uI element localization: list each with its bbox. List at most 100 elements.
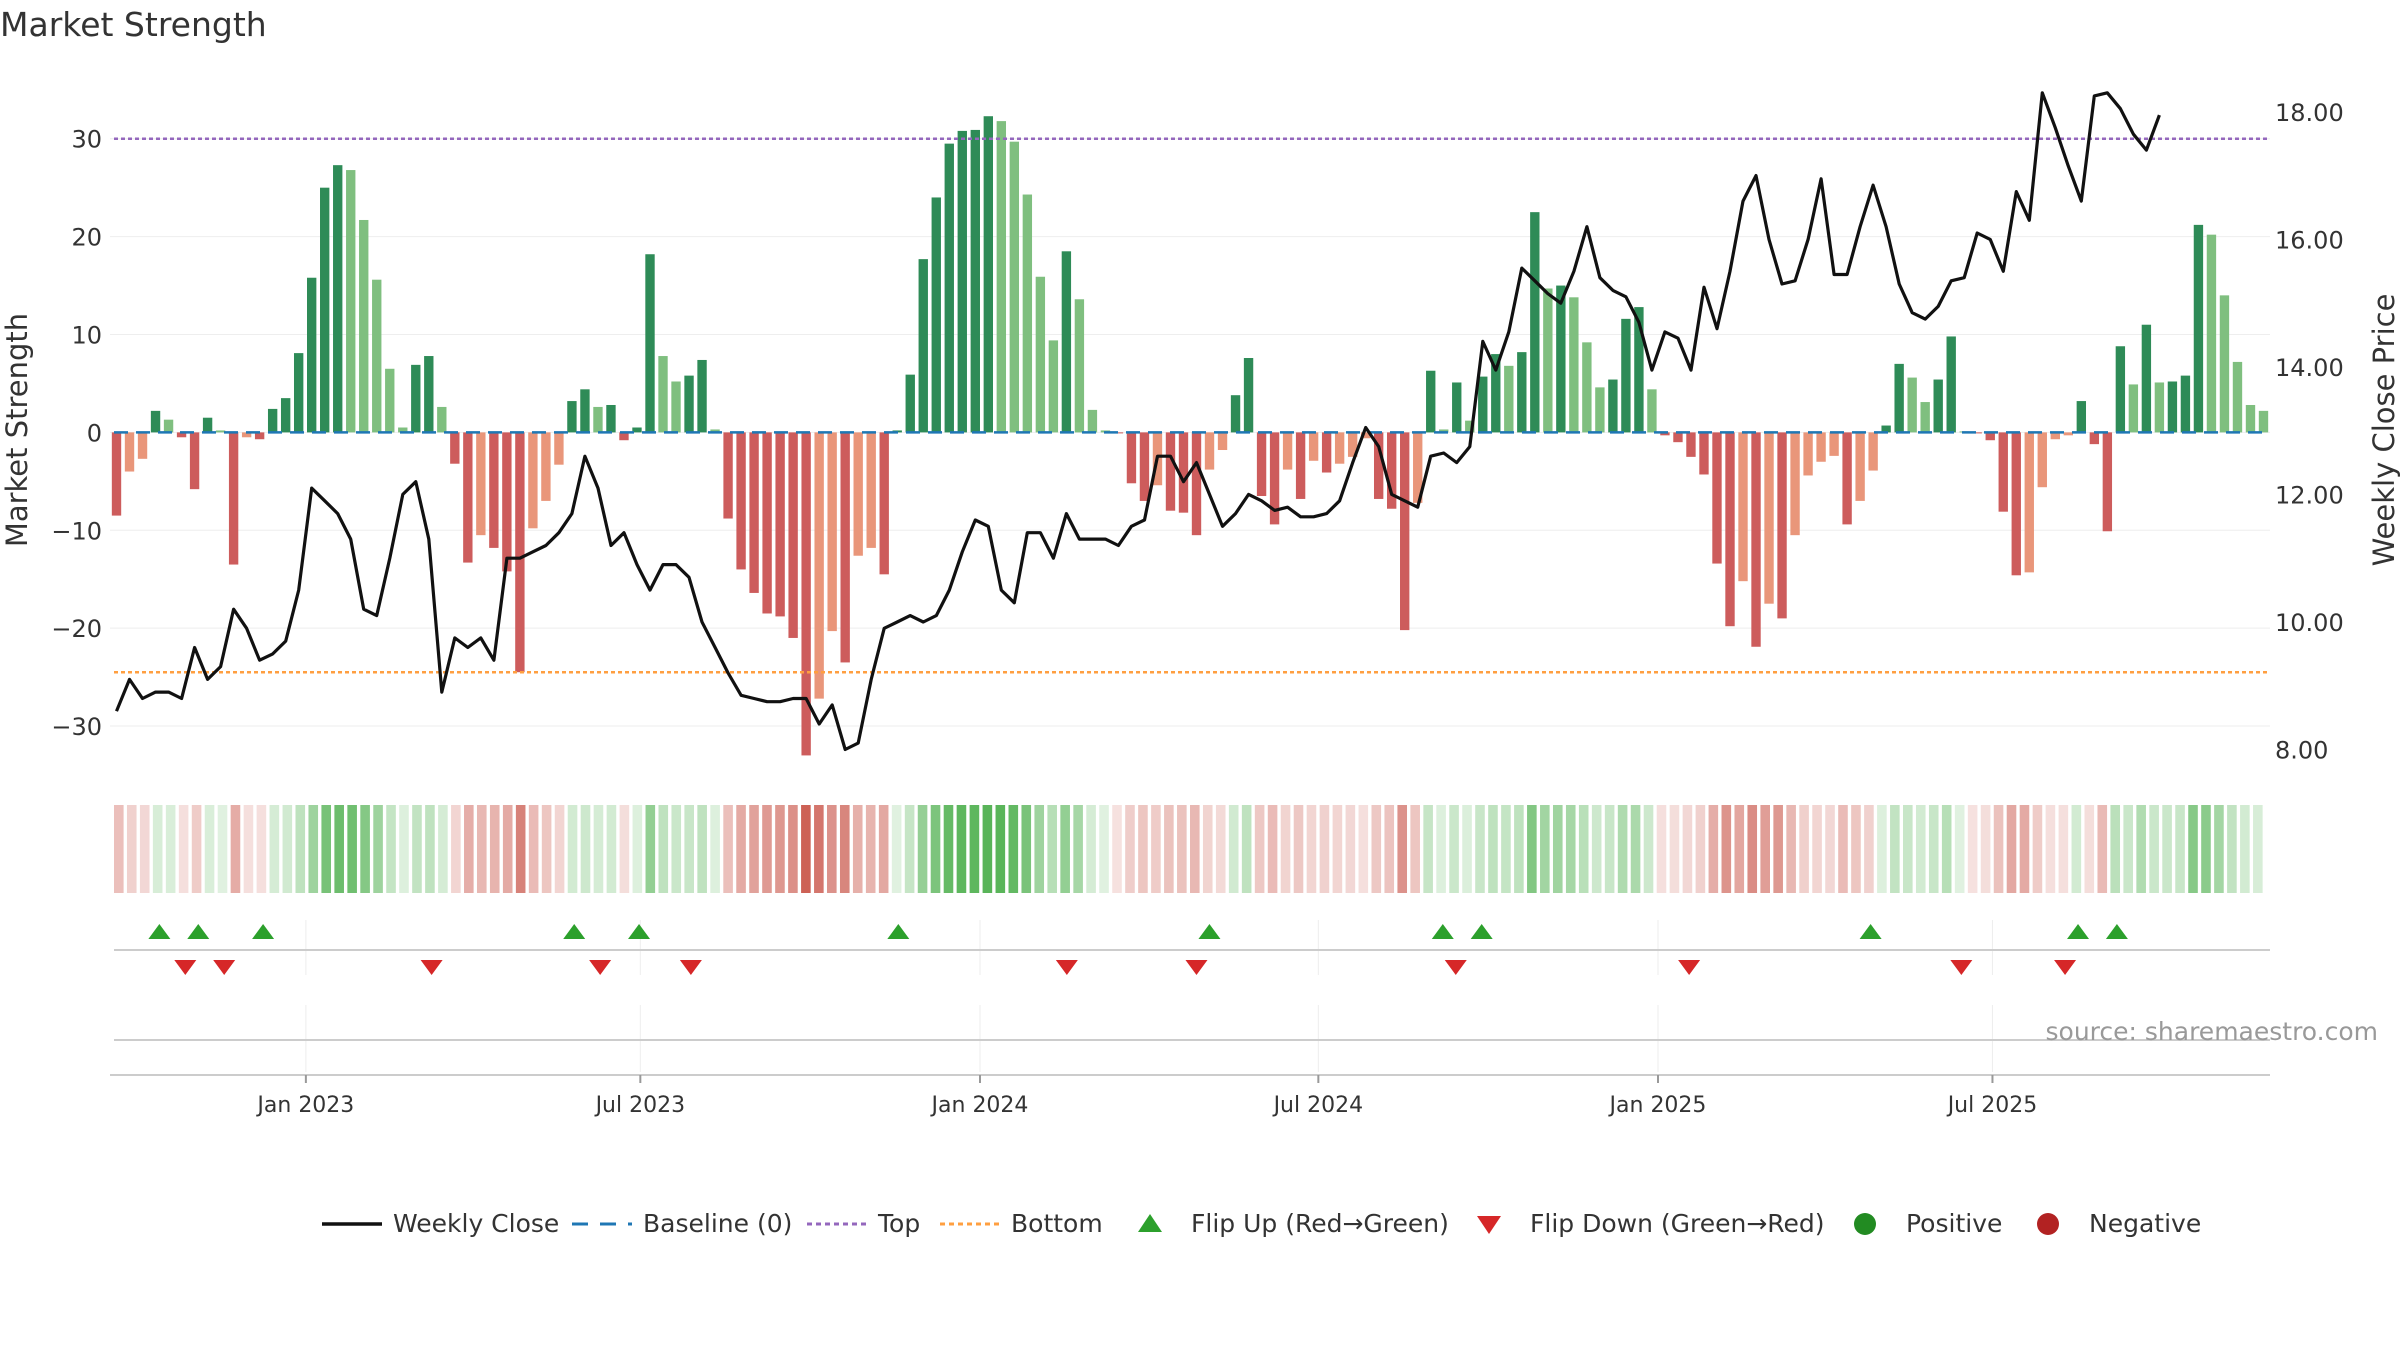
strength-bar [2128, 384, 2139, 433]
y2-tick-label: 8.00 [2275, 736, 2328, 764]
strength-bar [489, 432, 499, 548]
strength-bar [1048, 340, 1059, 433]
legend-flip-up-swatch [1138, 1214, 1162, 1232]
legend-positive-swatch [1854, 1213, 1876, 1235]
heat-cell [982, 805, 993, 893]
strength-bar [2102, 432, 2113, 532]
strength-bar [1582, 342, 1592, 433]
strength-bar [1829, 432, 1839, 456]
heat-cell [438, 805, 448, 893]
heat-cell [2240, 805, 2250, 893]
strength-bar [1751, 432, 1761, 647]
heat-cell [2071, 805, 2082, 893]
strength-bar [202, 417, 213, 433]
strength-bar [866, 432, 876, 548]
heat-cell [1177, 805, 1187, 893]
heat-cell [1280, 805, 1291, 893]
heat-cell [2019, 805, 2030, 893]
strength-bar [150, 410, 161, 433]
strength-bar [1113, 432, 1124, 434]
strength-bar [879, 432, 889, 575]
strength-bar [1595, 387, 1605, 433]
flip-up-marker [148, 924, 171, 939]
heat-cell [2253, 805, 2263, 893]
y-tick-label: 20 [71, 224, 102, 252]
y2-tick-label: 12.00 [2275, 481, 2344, 509]
strength-bar [827, 432, 837, 632]
strength-bar [1373, 432, 1384, 499]
strength-bar [2154, 382, 2165, 433]
heat-cell [2162, 805, 2172, 893]
heat-cell [1604, 805, 1615, 893]
heat-cell [554, 805, 565, 893]
strength-heat-strip [114, 805, 2263, 893]
flip-down-marker [2054, 960, 2077, 975]
strength-bar [1413, 432, 1423, 503]
heat-cell [1747, 805, 1758, 893]
strength-bar [1347, 432, 1358, 457]
strength-bar [840, 432, 850, 663]
heat-cell [2058, 805, 2069, 893]
strength-bar [2206, 234, 2217, 433]
strength-bar [1478, 376, 1488, 433]
heat-cell [1967, 805, 1978, 893]
strength-bar [1022, 194, 1033, 433]
strength-bar [1868, 432, 1878, 471]
heat-cell [139, 805, 150, 893]
y-tick-labels: 30 20 10 0 −10 −20 −30 [51, 126, 102, 741]
heat-cell [2227, 805, 2237, 893]
heat-cell [230, 805, 241, 893]
heat-cell [2201, 805, 2211, 893]
x-tick-label: Jan 2024 [930, 1093, 1029, 1118]
strength-bar [2141, 324, 2152, 433]
strength-bar [1855, 432, 1865, 501]
strength-bar [736, 432, 746, 570]
heat-cell [1941, 805, 1952, 893]
chart-title: Market Strength [0, 5, 267, 44]
heat-cell [1112, 805, 1122, 893]
strength-bar [918, 259, 928, 433]
heat-cell [1306, 805, 1317, 893]
heat-cell [2032, 805, 2043, 893]
heat-cell [1708, 805, 1719, 893]
heat-cell [1501, 805, 1511, 893]
strength-bar [1725, 432, 1735, 627]
strength-bar [1660, 432, 1670, 436]
flip-down-marker [420, 960, 443, 975]
strength-bar [1360, 432, 1371, 439]
heat-cell [1786, 805, 1796, 893]
heat-cell [891, 805, 902, 893]
strength-bar [437, 406, 447, 433]
strength-bar [1894, 363, 1904, 433]
flip-up-marker [187, 924, 210, 939]
y-tick-label: 30 [71, 126, 102, 154]
strength-bar [1074, 299, 1085, 433]
heat-cell [917, 805, 928, 893]
heat-cell [269, 805, 280, 893]
strength-bar [1387, 432, 1397, 509]
legend-negative-label: Negative [2089, 1209, 2201, 1238]
flip-down-marker [1950, 960, 1973, 975]
strength-bar [801, 432, 811, 756]
heat-cell [1760, 805, 1770, 893]
strength-bar [450, 432, 460, 464]
strength-bar [2258, 410, 2269, 433]
strength-bar [1881, 425, 1891, 433]
strength-bar [1321, 432, 1332, 473]
heat-cell [1890, 805, 1900, 893]
strength-bar [293, 353, 304, 433]
heat-cell [580, 805, 591, 893]
heat-cell [334, 805, 344, 893]
strength-bar [1400, 432, 1410, 631]
heat-cell [515, 805, 526, 893]
x-tick-label: Jan 2023 [255, 1093, 354, 1118]
heat-cell [1773, 805, 1783, 893]
y2-tick-label: 16.00 [2275, 226, 2344, 254]
y-tick-label: −20 [51, 615, 102, 643]
strength-bar [1334, 432, 1345, 464]
y-tick-label: 10 [71, 322, 102, 350]
x-axis: Jan 2023 Jul 2023 Jan 2024 Jul 2024 Jan 2025… [110, 1074, 2270, 1118]
strength-bar [1282, 432, 1293, 470]
heat-cell [1864, 805, 1874, 893]
strength-bar [1543, 288, 1553, 433]
